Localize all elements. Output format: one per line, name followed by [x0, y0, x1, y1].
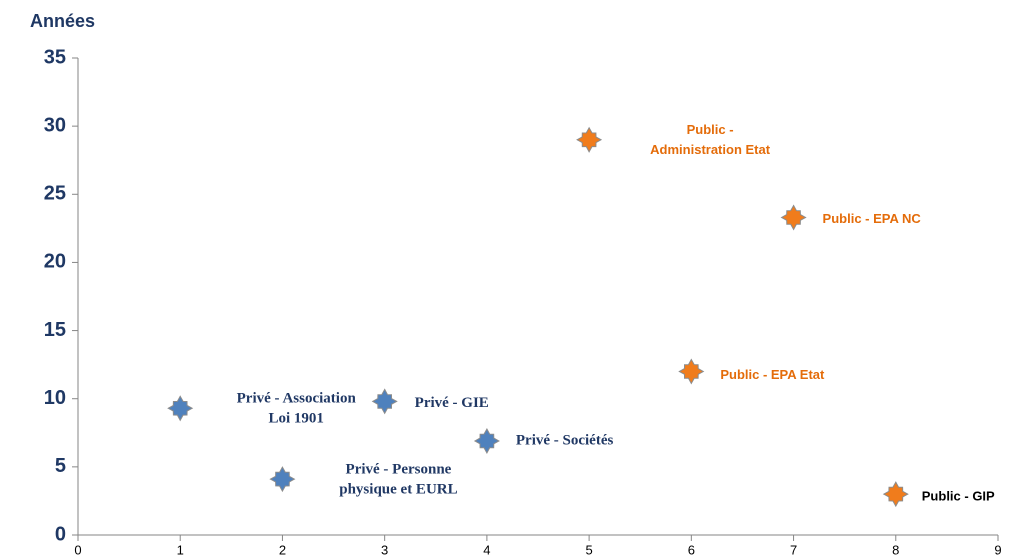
y-tick-label: 0 [55, 523, 66, 545]
point-label: Public - GIP [922, 489, 995, 504]
point [576, 126, 603, 153]
x-tick-label: 2 [279, 542, 286, 557]
x-tick-label: 1 [177, 542, 184, 557]
point [167, 395, 194, 422]
point-label: Public - EPA Etat [720, 367, 825, 382]
x-tick-label: 4 [483, 542, 490, 557]
point-label: Privé - Association [237, 391, 357, 407]
x-tick-label: 5 [585, 542, 592, 557]
y-tick-label: 35 [44, 46, 66, 68]
x-tick-label: 0 [74, 542, 81, 557]
y-tick-label: 5 [55, 455, 66, 477]
point [882, 481, 909, 508]
y-tick-label: 15 [44, 319, 66, 341]
point [473, 427, 500, 455]
point [371, 388, 398, 415]
x-tick-label: 8 [892, 542, 899, 557]
point-label: Loi 1901 [269, 411, 324, 427]
point-label: Privé - Sociétés [516, 432, 614, 448]
x-tick-label: 7 [790, 542, 797, 557]
point-label: Public - [687, 122, 734, 137]
y-tick-label: 30 [44, 114, 66, 136]
point [269, 466, 296, 493]
point [678, 358, 705, 385]
y-tick-label: 20 [44, 251, 66, 273]
point-label: physique et EURL [339, 482, 457, 498]
y-tick-label: 25 [44, 183, 66, 205]
point-label: Public - EPA NC [823, 211, 922, 226]
y-tick-label: 10 [44, 387, 66, 409]
x-tick-label: 9 [994, 542, 1001, 557]
y-axis-title: Années [30, 11, 95, 31]
point-label: Administration Etat [650, 142, 771, 157]
point-label: Privé - Personne [346, 462, 452, 478]
x-tick-label: 6 [688, 542, 695, 557]
x-tick-label: 3 [381, 542, 388, 557]
point [780, 204, 807, 231]
point-label: Privé - GIE [415, 395, 489, 411]
